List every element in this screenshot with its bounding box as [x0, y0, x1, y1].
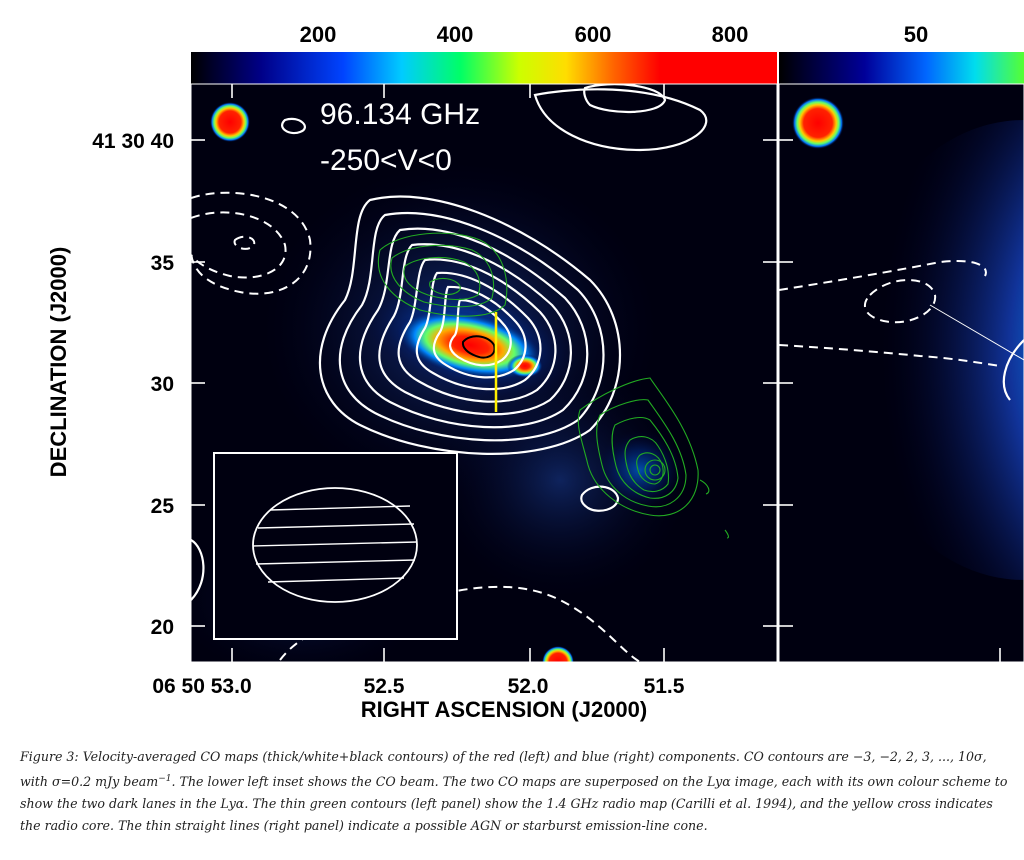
colorbar-left-label-2: 400 — [437, 22, 474, 47]
x-tick-label: 51.5 — [644, 675, 685, 698]
y-tick-label: 41 30 40 — [92, 130, 174, 153]
colorbar-right-label-1: 50 — [904, 22, 928, 47]
figure-caption: Figure 3: Velocity-averaged CO maps (thi… — [20, 746, 1010, 837]
caption-note: (left panel) — [410, 796, 481, 812]
y-tick-label: 20 — [151, 616, 174, 639]
right-contours — [779, 260, 1001, 367]
radio-contours — [377, 232, 730, 539]
colorbar-right: 50 — [779, 22, 1024, 84]
frequency-label: 96.134 GHz — [320, 98, 480, 131]
star-spot-right — [792, 97, 844, 149]
co-negative-contours — [191, 191, 641, 662]
caption-text: show the 1.4 GHz radio map (Carilli et a… — [20, 796, 993, 834]
caption-note: (right panel) — [263, 818, 344, 834]
emission-cone-line — [929, 304, 1024, 361]
co-contours — [191, 84, 708, 601]
x-tick-label: 52.5 — [364, 675, 405, 698]
star-spot — [210, 102, 250, 142]
colorbar-left-label-4: 800 — [712, 22, 749, 47]
caption-text: indicate a possible AGN or starburst emi… — [347, 818, 708, 834]
y-axis: 41 30 40 35 30 25 20 DECLINATION (J2000) — [46, 130, 174, 639]
x-tick-label: 06 50 53.0 — [152, 675, 251, 698]
colorbar-left-label-1: 200 — [300, 22, 337, 47]
right-panel — [779, 84, 1024, 662]
left-panel: 96.134 GHz -250<V<0 — [191, 84, 777, 662]
x-axis: 06 50 53.0 52.5 52.0 51.5 RIGHT ASCENSIO… — [152, 675, 684, 722]
tick-marks — [191, 84, 1001, 662]
x-tick-label: 52.0 — [508, 675, 549, 698]
y-tick-label: 25 — [151, 495, 175, 518]
x-axis-title: RIGHT ASCENSION (J2000) — [361, 697, 647, 722]
colorbar-left-label-3: 600 — [575, 22, 612, 47]
y-tick-label: 30 — [151, 373, 174, 396]
caption-text: . The lower left inset shows the CO beam… — [20, 774, 1008, 812]
star-spot-bottom — [542, 646, 574, 662]
caption-superscript: −1 — [158, 774, 172, 784]
colorbar-left: 200 400 600 800 — [191, 22, 777, 84]
velocity-range-label: -250<V<0 — [320, 144, 452, 177]
caption-text: Velocity-averaged CO maps (thick/white+b… — [20, 749, 987, 790]
caption-label: Figure 3: — [20, 749, 79, 764]
y-tick-label: 35 — [151, 252, 175, 275]
figure: 200 400 600 800 50 — [46, 22, 1024, 722]
co-contour-black — [461, 335, 496, 359]
y-axis-title: DECLINATION (J2000) — [46, 247, 71, 478]
beam-inset — [213, 452, 458, 640]
